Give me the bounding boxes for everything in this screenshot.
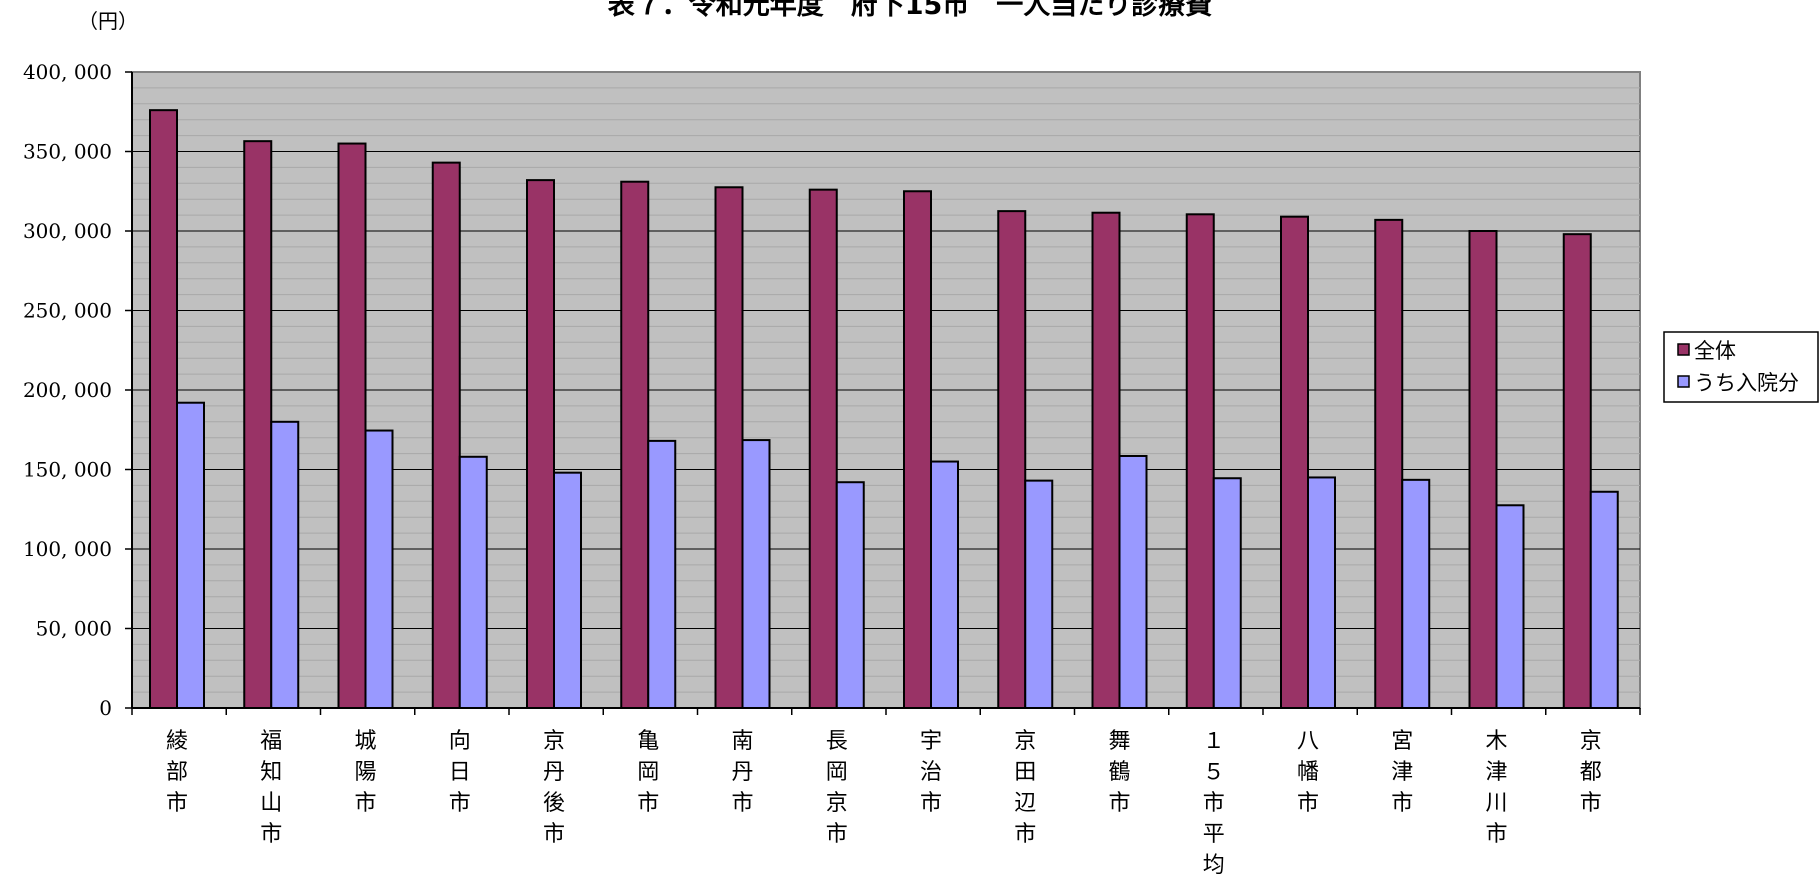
x-tick-label: 向日市 bbox=[449, 729, 471, 816]
legend-label-total: 全体 bbox=[1694, 339, 1736, 363]
x-tick-label: 福知山市 bbox=[260, 729, 282, 847]
x-axis-category-labels: 綾部市 福知山市 城陽市 向日市 京丹後市 亀岡市 南丹市 長岡京市 宇治市 京田辺市 舞鶴市 １５市… bbox=[131, 708, 1641, 877]
y-axis-unit-label: （円） bbox=[78, 9, 138, 33]
y-tick-label: 200, 000 bbox=[23, 378, 112, 402]
x-tick-label: 南丹市 bbox=[731, 729, 753, 816]
bar-inpatient bbox=[1401, 478, 1431, 709]
chart-title: 表７．令和元年度 府下15市 一人当たり診療費 bbox=[608, 0, 1213, 21]
bar-total bbox=[149, 109, 178, 710]
bar-inpatient bbox=[364, 429, 394, 709]
y-tick-label: 150, 000 bbox=[23, 458, 112, 482]
bar-total bbox=[1374, 218, 1404, 709]
x-tick-label: 京田辺市 bbox=[1014, 729, 1036, 847]
x-tick-label: 京都市 bbox=[1580, 729, 1602, 816]
y-axis-ticks: 0 50, 000 100, 000 150, 000 200, 000 250, 000… bbox=[23, 60, 132, 720]
bar-inpatient bbox=[1307, 476, 1336, 710]
x-tick-label: 木津川市 bbox=[1485, 729, 1507, 847]
y-tick-label: 350, 000 bbox=[23, 140, 112, 164]
y-tick-label: 50, 000 bbox=[36, 617, 112, 641]
y-tick-label: 0 bbox=[99, 696, 112, 720]
bar-inpatient bbox=[458, 455, 488, 709]
bar-total bbox=[997, 210, 1027, 709]
bar-total bbox=[903, 190, 932, 709]
x-tick-label: 宇治市 bbox=[920, 729, 942, 816]
bar-total bbox=[620, 180, 650, 709]
legend-label-inpatient: うち入院分 bbox=[1694, 371, 1799, 395]
bar-total bbox=[1280, 215, 1309, 709]
bar-inpatient bbox=[176, 401, 205, 709]
bar-total bbox=[431, 161, 461, 709]
x-tick-label: 綾部市 bbox=[166, 729, 188, 816]
bar-inpatient bbox=[1589, 490, 1619, 710]
y-tick-label: 100, 000 bbox=[23, 537, 112, 561]
y-tick-label: 250, 000 bbox=[23, 299, 112, 323]
x-tick-label: １５市平均 bbox=[1203, 729, 1225, 877]
y-tick-label: 300, 000 bbox=[23, 219, 112, 243]
legend-swatch-total bbox=[1677, 343, 1690, 356]
x-tick-label: 京丹後市 bbox=[543, 729, 565, 847]
bar-inpatient bbox=[835, 481, 865, 709]
bar-total bbox=[526, 179, 555, 709]
bar-total bbox=[714, 186, 744, 709]
legend: 全体 うち入院分 bbox=[1663, 331, 1819, 403]
bar-total bbox=[1468, 230, 1498, 709]
x-tick-label: 宮津市 bbox=[1391, 729, 1413, 816]
bars bbox=[149, 109, 1619, 710]
bar-inpatient bbox=[1118, 454, 1148, 709]
bar-total bbox=[243, 140, 273, 710]
bar-inpatient bbox=[647, 439, 677, 709]
x-tick-label: 舞鶴市 bbox=[1108, 729, 1130, 816]
bar-inpatient bbox=[930, 460, 959, 709]
bar-inpatient bbox=[1024, 479, 1054, 709]
x-tick-label: 八幡市 bbox=[1297, 729, 1319, 816]
bar-inpatient bbox=[1495, 504, 1525, 709]
bar-total bbox=[1562, 233, 1592, 709]
bar-inpatient bbox=[270, 420, 300, 709]
bar-total bbox=[337, 142, 367, 710]
x-tick-label: 長岡京市 bbox=[826, 729, 848, 847]
y-tick-label: 400, 000 bbox=[23, 60, 112, 84]
x-tick-label: 亀岡市 bbox=[637, 729, 659, 816]
bar-inpatient bbox=[1212, 477, 1242, 709]
bar-total bbox=[1091, 211, 1121, 709]
bar-total bbox=[808, 188, 838, 710]
bar-total bbox=[1185, 213, 1215, 709]
legend-swatch-inpatient bbox=[1677, 375, 1690, 388]
bar-inpatient bbox=[741, 439, 771, 709]
bar-inpatient bbox=[553, 471, 582, 709]
x-tick-label: 城陽市 bbox=[354, 729, 376, 816]
